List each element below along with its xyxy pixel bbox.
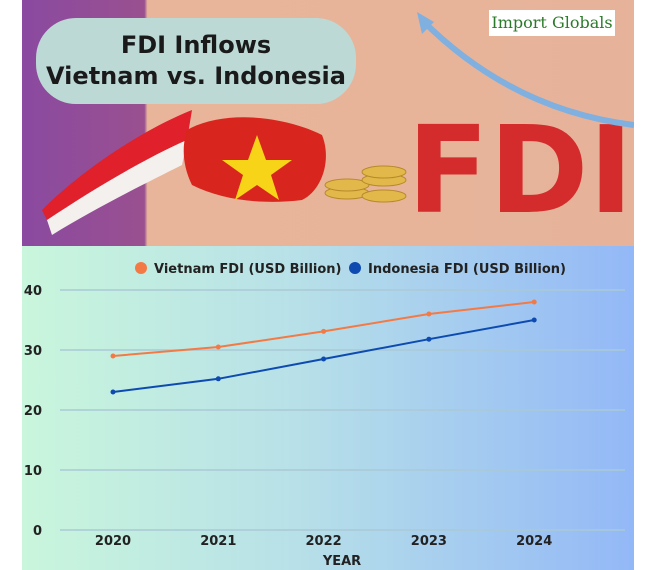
x-tick-label: 2020	[95, 534, 131, 549]
data-point	[215, 376, 221, 382]
import-globals-logo: Import Globals	[489, 10, 615, 36]
data-point	[110, 389, 116, 395]
chart-panel	[22, 246, 634, 570]
data-point	[531, 317, 537, 323]
coins-icon	[324, 165, 407, 203]
indonesia-flag-icon	[42, 110, 192, 235]
data-point	[321, 328, 327, 334]
title-box: FDI Inflows Vietnam vs. Indonesia	[36, 18, 356, 104]
legend-label-indonesia: Indonesia FDI (USD Billion)	[368, 262, 566, 277]
data-point	[321, 356, 327, 362]
x-tick-label: 2023	[411, 534, 447, 549]
title-line-1: FDI Inflows	[120, 31, 272, 59]
banner-illustration: FDI	[42, 12, 634, 241]
data-point	[531, 299, 537, 305]
vietnam-flag-icon	[183, 117, 326, 202]
y-tick-label: 0	[33, 524, 42, 539]
fdi-3d-text: FDI	[407, 102, 633, 241]
x-tick-label: 2021	[200, 534, 236, 549]
data-point	[110, 353, 116, 359]
y-tick-label: 30	[24, 344, 42, 359]
x-tick-label: 2022	[306, 534, 342, 549]
data-point	[215, 344, 221, 350]
legend-marker-indonesia	[349, 262, 361, 274]
x-tick-label: 2024	[516, 534, 552, 549]
svg-text:FDI: FDI	[407, 102, 633, 241]
y-tick-label: 10	[24, 464, 42, 479]
data-point	[426, 311, 432, 317]
y-tick-label: 40	[24, 284, 42, 299]
y-tick-label: 20	[24, 404, 42, 419]
x-axis-label: YEAR	[322, 554, 361, 569]
legend-label-vietnam: Vietnam FDI (USD Billion)	[154, 262, 342, 277]
header-banner: FDI FDI Inflows Vietnam vs. Indonesia Im…	[22, 0, 634, 246]
legend-marker-vietnam	[135, 262, 147, 274]
trend-arrow-icon	[419, 17, 634, 128]
data-point	[426, 336, 432, 342]
legend: Vietnam FDI (USD Billion) Indonesia FDI …	[135, 262, 566, 277]
title-line-2: Vietnam vs. Indonesia	[46, 62, 346, 90]
